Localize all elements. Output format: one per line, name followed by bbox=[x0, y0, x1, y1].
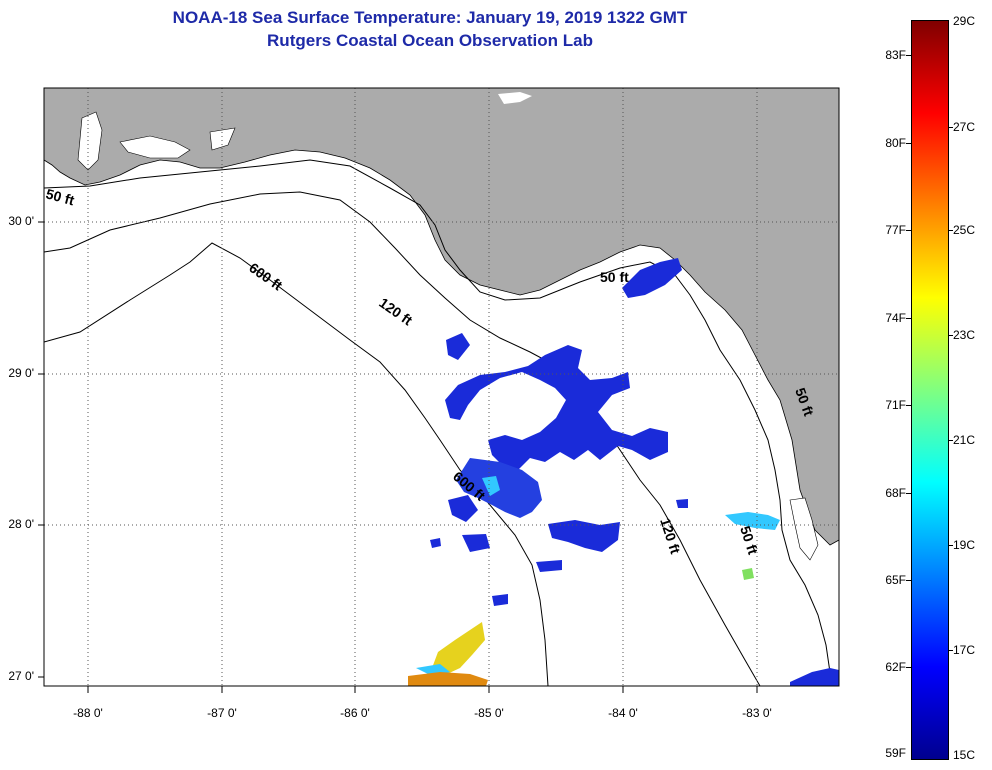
sst-patch bbox=[622, 258, 682, 298]
sst-patch bbox=[462, 534, 490, 552]
colorbar-tick bbox=[906, 318, 911, 319]
sst-patch bbox=[482, 476, 500, 496]
map-area bbox=[44, 88, 839, 686]
colorbar-tick bbox=[906, 230, 911, 231]
colorbar-f-label: 62F bbox=[885, 660, 906, 674]
contour-50ft bbox=[44, 159, 833, 686]
bay bbox=[209, 127, 236, 151]
colorbar-tick bbox=[906, 405, 911, 406]
sst-patch bbox=[432, 622, 485, 675]
colorbar-tick bbox=[948, 650, 953, 651]
colorbar-f-label: 65F bbox=[885, 573, 906, 587]
colorbar-tick bbox=[906, 55, 911, 56]
colorbar-tick bbox=[948, 545, 953, 546]
colorbar-f-label: 83F bbox=[885, 48, 906, 62]
colorbar-c-label: 21C bbox=[953, 433, 976, 447]
lat-label: 29 0' bbox=[8, 366, 34, 380]
lon-label: -87 0' bbox=[207, 706, 237, 720]
contour-600ft bbox=[44, 242, 549, 686]
land bbox=[44, 88, 839, 546]
sst-patches bbox=[408, 258, 839, 686]
contour-label: 50 ft bbox=[44, 185, 76, 208]
sst-patch bbox=[536, 560, 562, 572]
sst-patch bbox=[548, 520, 620, 552]
lat-label: 27 0' bbox=[8, 669, 34, 683]
bay bbox=[77, 111, 103, 171]
lon-label: -86 0' bbox=[340, 706, 370, 720]
sst-patch bbox=[676, 499, 688, 508]
colorbar-c-label: 27C bbox=[953, 120, 976, 134]
sst-patch bbox=[446, 333, 470, 360]
colorbar-f-label: 74F bbox=[885, 311, 906, 325]
colorbar-tick bbox=[906, 493, 911, 494]
sst-patch bbox=[725, 512, 780, 530]
sst-patch bbox=[408, 672, 488, 686]
colorbar-tick bbox=[906, 143, 911, 144]
colorbar-c-label: 15C bbox=[953, 748, 976, 762]
lake bbox=[498, 92, 532, 104]
colorbar-tick bbox=[906, 667, 911, 668]
lon-label: -88 0' bbox=[73, 706, 103, 720]
colorbar-tick bbox=[948, 127, 953, 128]
map-title: NOAA-18 Sea Surface Temperature: January… bbox=[172, 8, 688, 27]
colorbar-f-label: 68F bbox=[885, 486, 906, 500]
lat-label: 30 0' bbox=[8, 214, 34, 228]
lon-label: -84 0' bbox=[608, 706, 638, 720]
colorbar-c-label: 17C bbox=[953, 643, 976, 657]
colorbar-tick bbox=[948, 440, 953, 441]
colorbar-tick bbox=[906, 580, 911, 581]
contour-120ft bbox=[44, 191, 761, 686]
sst-patch bbox=[445, 345, 668, 470]
colorbar-c-label: 25C bbox=[953, 223, 976, 237]
colorbar-f-label: 80F bbox=[885, 136, 906, 150]
sst-patch bbox=[742, 568, 754, 580]
colorbar-tick bbox=[948, 335, 953, 336]
temperature-colorbar bbox=[911, 20, 949, 760]
colorbar-c-label: 29C bbox=[953, 14, 976, 28]
colorbar-c-label: 23C bbox=[953, 328, 976, 342]
lat-label: 28 0' bbox=[8, 517, 34, 531]
sst-patch bbox=[790, 668, 839, 686]
bay bbox=[119, 135, 191, 159]
bay bbox=[789, 497, 819, 561]
axis-ticks bbox=[38, 221, 758, 693]
graticule bbox=[44, 88, 839, 686]
map-subtitle: Rutgers Coastal Ocean Observation Lab bbox=[267, 31, 593, 50]
map-frame bbox=[43, 87, 840, 687]
sst-patch bbox=[492, 594, 508, 606]
sst-patch bbox=[448, 495, 478, 522]
colorbar-f-label: 71F bbox=[885, 398, 906, 412]
contour-label: 50 ft bbox=[600, 269, 629, 285]
colorbar-f-label: 59F bbox=[885, 746, 906, 760]
sst-patch bbox=[430, 538, 441, 548]
colorbar-f-label: 77F bbox=[885, 223, 906, 237]
lon-label: -83 0' bbox=[742, 706, 772, 720]
lon-label: -85 0' bbox=[474, 706, 504, 720]
colorbar-c-label: 19C bbox=[953, 538, 976, 552]
colorbar-tick bbox=[948, 230, 953, 231]
